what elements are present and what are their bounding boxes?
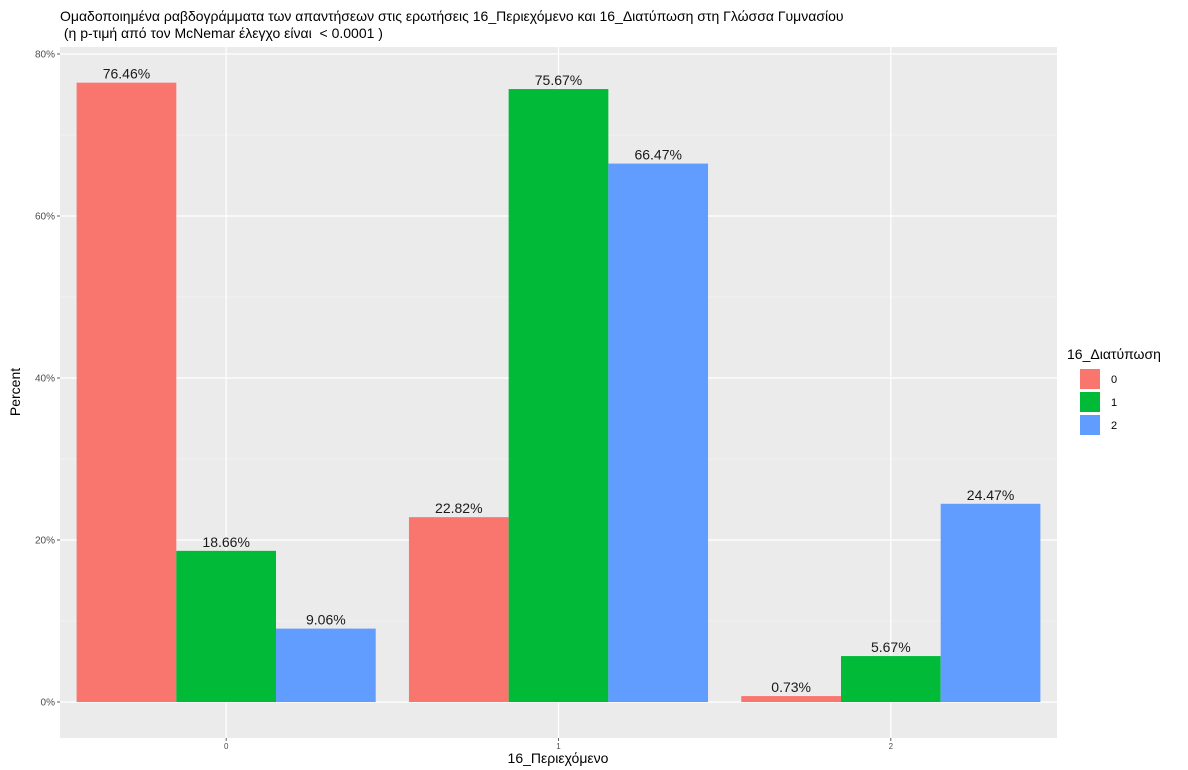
- legend-label: 2: [1111, 420, 1117, 432]
- data-label: 0.73%: [771, 679, 811, 695]
- x-axis-title: 16_Περιεχόμενο: [508, 750, 609, 766]
- data-label: 24.47%: [967, 487, 1014, 503]
- chart-title: Ομαδοποιημένα ραβδογράμματα των απαντήσε…: [60, 8, 844, 24]
- y-tick-label: 20%: [35, 536, 55, 547]
- data-label: 75.67%: [535, 72, 582, 88]
- legend-title: 16_Διατύπωση: [1067, 346, 1161, 362]
- bars: [76, 82, 1041, 702]
- x-axis: 0 1 2: [224, 738, 894, 751]
- bar: [840, 656, 941, 702]
- data-label: 66.47%: [634, 147, 681, 163]
- y-axis-title: Percent: [7, 368, 23, 416]
- data-label: 22.82%: [435, 500, 482, 516]
- bar: [608, 163, 709, 702]
- legend-label: 0: [1111, 374, 1117, 386]
- legend-key: [1080, 415, 1100, 435]
- data-label: 5.67%: [871, 639, 911, 655]
- data-labels: 76.46% 22.82% 0.73% 18.66% 75.67% 5.67% 9.06% 6…: [103, 66, 1015, 695]
- bar: [276, 628, 376, 702]
- legend: 16_Διατύπωση 0 1 2: [1067, 346, 1161, 435]
- data-label: 18.66%: [202, 534, 249, 550]
- legend-key: [1080, 369, 1100, 389]
- legend-label: 1: [1111, 397, 1117, 409]
- y-tick-label: 60%: [35, 212, 55, 223]
- legend-key: [1080, 392, 1100, 412]
- bar: [508, 89, 609, 702]
- y-axis: 0% 20% 40% 60% 80%: [35, 50, 60, 709]
- bar: [940, 503, 1041, 702]
- data-label: 9.06%: [306, 612, 346, 628]
- bar: [176, 550, 277, 702]
- x-tick-label: 0: [224, 742, 229, 751]
- chart-subtitle: (η p-τιμή από τον McNemar έλεγχο είναι <…: [60, 25, 383, 41]
- y-tick-label: 0%: [41, 698, 56, 709]
- x-tick-label: 1: [556, 742, 561, 751]
- y-tick-label: 40%: [35, 374, 55, 385]
- y-tick-label: 80%: [35, 50, 55, 61]
- bar: [741, 696, 841, 702]
- bar: [76, 82, 177, 702]
- data-label: 76.46%: [103, 66, 150, 82]
- x-tick-label: 2: [889, 742, 894, 751]
- bar: [408, 517, 509, 702]
